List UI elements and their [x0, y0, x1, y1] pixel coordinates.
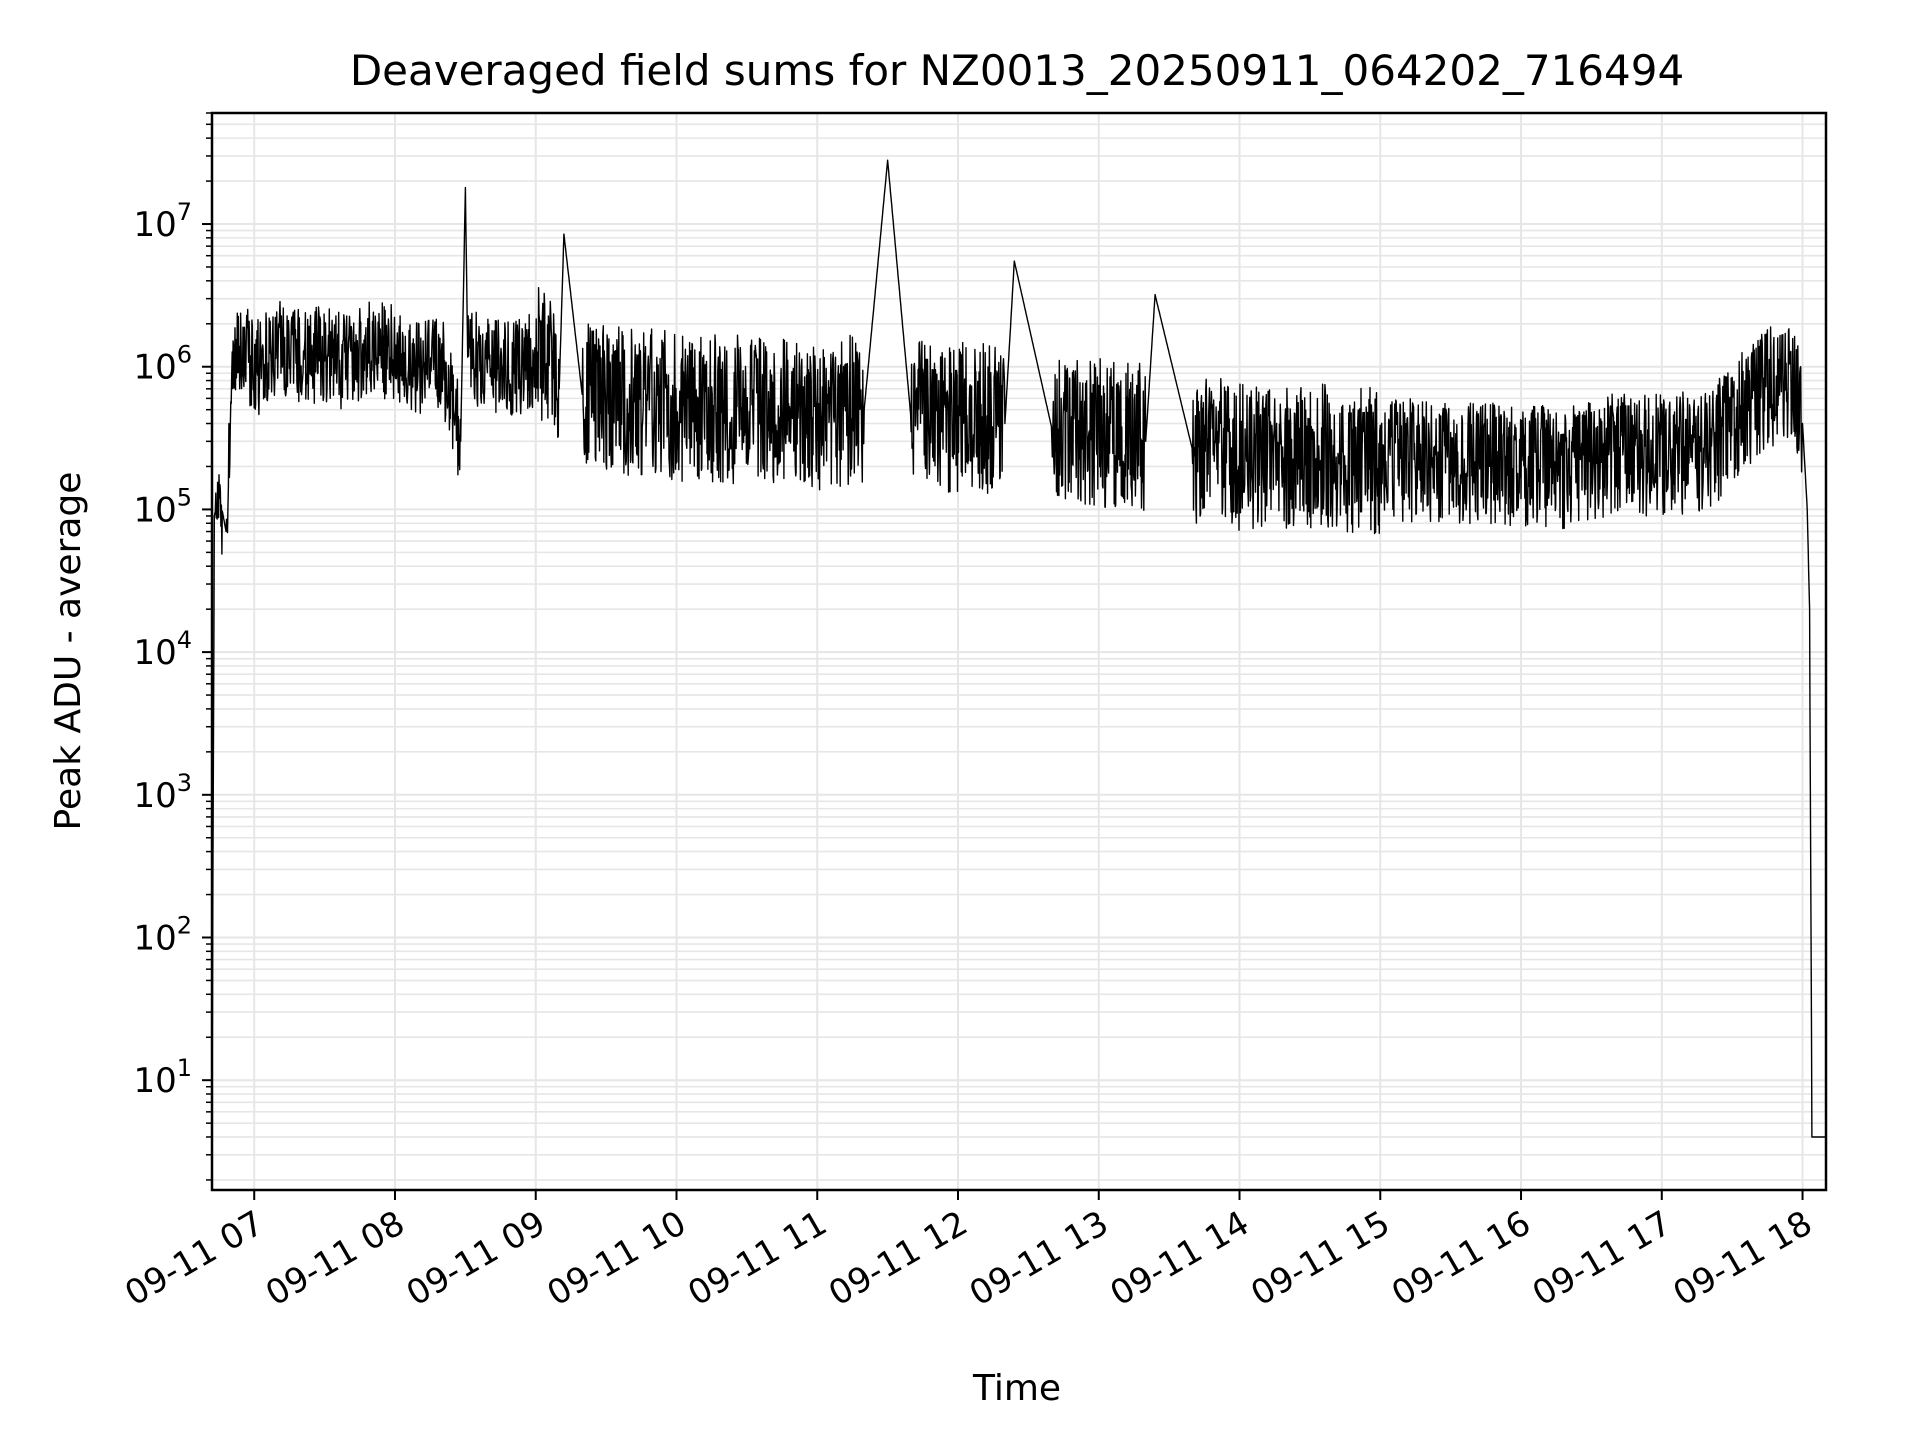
y-tick-label: 106	[133, 341, 192, 388]
y-tick-label: 107	[133, 198, 192, 245]
y-tick-label: 105	[133, 483, 192, 530]
series-line	[211, 159, 1827, 1138]
y-tick-base: 10	[133, 918, 176, 958]
y-tick-base: 10	[133, 1061, 176, 1101]
x-tick-label: 09-11 08	[259, 1203, 411, 1314]
x-tick-label: 09-11 16	[1385, 1203, 1537, 1314]
chart-title: Deaveraged field sums for NZ0013_2025091…	[350, 46, 1684, 95]
y-tick-exponent: 4	[177, 626, 192, 654]
grid	[212, 112, 1826, 1190]
x-tick-label: 09-11 17	[1526, 1203, 1678, 1314]
y-tick-exponent: 7	[177, 198, 192, 226]
y-tick-label: 103	[133, 769, 192, 816]
x-tick-label: 09-11 14	[1104, 1203, 1256, 1314]
y-tick-label: 101	[133, 1054, 192, 1101]
y-tick-exponent: 5	[177, 483, 192, 511]
x-tick-label: 09-11 07	[118, 1203, 270, 1314]
x-tick-label: 09-11 10	[541, 1203, 693, 1314]
y-tick-exponent: 2	[177, 911, 192, 939]
x-tick-label: 09-11 15	[1244, 1203, 1396, 1314]
x-tick-label: 09-11 13	[963, 1203, 1115, 1314]
x-tick-label: 09-11 11	[681, 1203, 833, 1314]
y-axis-label: Peak ADU - average	[48, 472, 89, 831]
y-tick-label: 104	[133, 626, 192, 673]
y-tick-label: 102	[133, 911, 192, 958]
y-tick-base: 10	[133, 490, 176, 530]
x-tick-label: 09-11 09	[400, 1203, 552, 1314]
y-tick-base: 10	[133, 633, 176, 673]
y-tick-exponent: 3	[177, 769, 192, 797]
y-tick-base: 10	[133, 776, 176, 816]
x-axis-label: Time	[972, 1368, 1061, 1409]
series	[211, 159, 1827, 1138]
y-tick-base: 10	[133, 205, 176, 245]
y-tick-exponent: 1	[177, 1054, 192, 1082]
y-tick-base: 10	[133, 348, 176, 388]
y-tick-exponent: 6	[177, 341, 192, 369]
x-tick-label: 09-11 18	[1667, 1203, 1819, 1314]
x-tick-label: 09-11 12	[822, 1203, 974, 1314]
